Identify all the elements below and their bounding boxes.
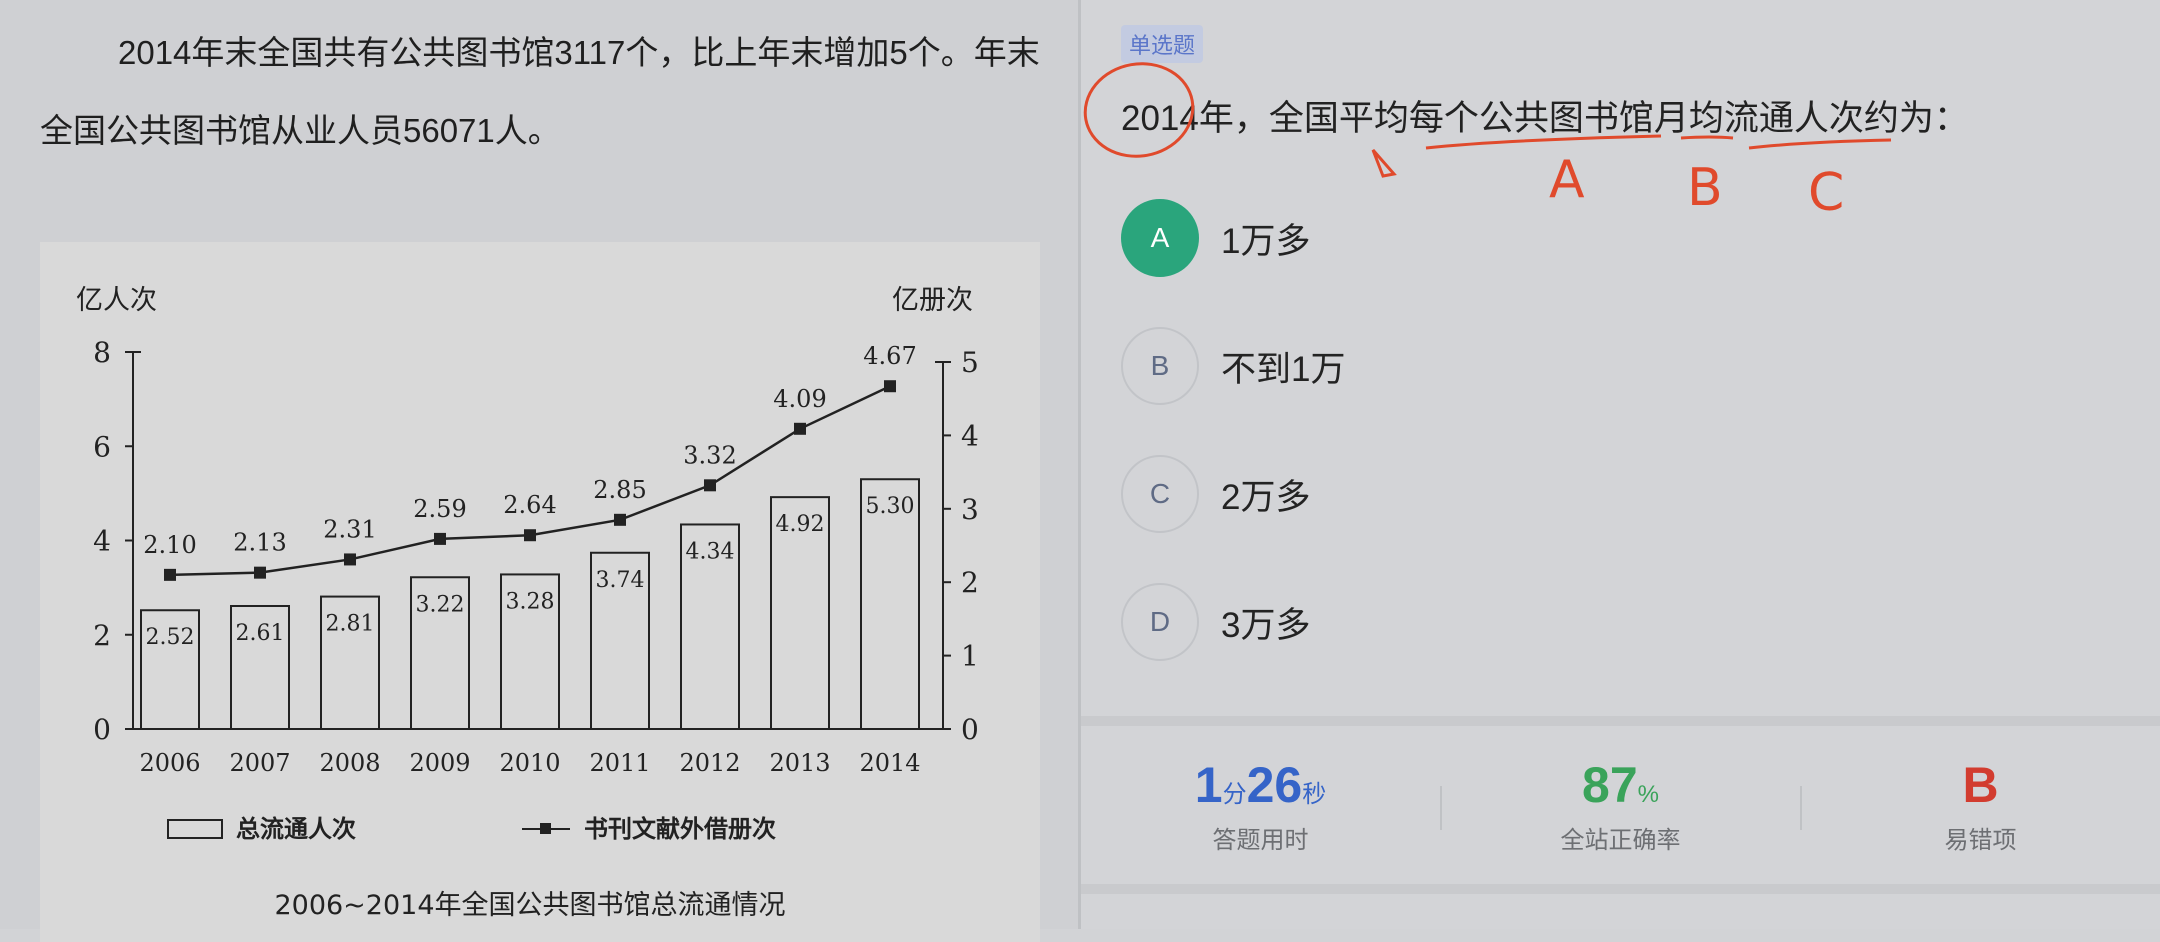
option-a-text: 1万多 — [1221, 213, 1310, 264]
answer-stats: 1分26秒 答题用时 87% 全站正确率 B 易错项 — [1081, 726, 2160, 884]
option-d[interactable]: D 3万多 — [1121, 581, 1821, 663]
material-pane: 2014年末全国共有公共图书馆3117个，比上年末增加5个。年末全国公共图书馆从… — [0, 0, 1078, 929]
time-seconds: 26 — [1247, 757, 1303, 813]
y-left-tick-label: 2 — [93, 619, 111, 652]
option-d-text: 3万多 — [1221, 597, 1310, 648]
x-tick-label: 2006 — [139, 749, 200, 777]
annotation-triangle — [1373, 150, 1394, 176]
bar-value-label: 4.92 — [776, 512, 825, 537]
line-value-label: 2.85 — [593, 476, 646, 504]
wrong-option-value: B — [1962, 757, 1998, 813]
line-point — [614, 514, 626, 526]
y-left-tick-label: 4 — [93, 525, 111, 558]
wrong-option-label: 易错项 — [1801, 820, 2160, 855]
time-minutes: 1 — [1195, 757, 1223, 813]
accuracy-value: 87 — [1582, 757, 1638, 813]
x-tick-label: 2008 — [319, 749, 380, 777]
x-tick-label: 2009 — [409, 749, 470, 777]
annotation-underline-a — [1426, 136, 1661, 148]
x-tick-label: 2010 — [499, 749, 560, 777]
legend-line-marker — [540, 823, 551, 834]
option-b-circle: B — [1121, 327, 1199, 405]
x-tick-label: 2013 — [769, 749, 830, 777]
line-point — [524, 529, 536, 541]
y-left-tick-label: 0 — [93, 713, 111, 746]
chart-title: 2006~2014年全国公共图书馆总流通情况 — [274, 890, 785, 921]
annotation-underline-b — [1681, 137, 1733, 138]
stat-accuracy: 87% 全站正确率 — [1441, 756, 1800, 855]
stat-wrong-option: B 易错项 — [1801, 756, 2160, 855]
legend-bar-label: 总流通人次 — [236, 815, 356, 843]
x-tick-label: 2007 — [229, 749, 290, 777]
line-point — [254, 567, 266, 579]
accuracy-unit: % — [1638, 781, 1659, 808]
y-right-tick-label: 0 — [961, 713, 979, 746]
x-tick-label: 2012 — [679, 749, 740, 777]
y-right-tick-label: 1 — [961, 640, 979, 673]
stat-time: 1分26秒 答题用时 — [1081, 756, 1440, 855]
option-c[interactable]: C 2万多 — [1121, 453, 1821, 535]
x-tick-label: 2014 — [859, 749, 920, 777]
option-c-circle: C — [1121, 455, 1199, 533]
line-point — [794, 423, 806, 435]
line-point — [704, 479, 716, 491]
bar-value-label: 5.30 — [866, 494, 915, 519]
bar-value-label: 3.22 — [416, 592, 465, 617]
line-value-label: 2.59 — [413, 495, 466, 523]
question-pane: 单选题 2014年，全国平均每个公共图书馆月均流通人次约为： A B C A 1… — [1081, 0, 2160, 929]
y-left-tick-label: 6 — [93, 430, 111, 463]
line-point — [344, 553, 356, 565]
section-separator — [1081, 716, 2160, 726]
time-sec-unit: 秒 — [1302, 781, 1326, 808]
y-right-tick-label: 5 — [961, 346, 979, 379]
line-point — [884, 380, 896, 392]
handwritten-annotations: A B C — [1081, 0, 2160, 230]
bar-value-label: 2.61 — [236, 621, 285, 646]
chart-card: 亿人次 亿册次 2006~2014年全国公共图书馆总流通情况 0 2 4 6 8 0 1 2 3… — [40, 242, 1040, 942]
line-value-label: 4.09 — [773, 385, 826, 413]
library-circulation-chart: 亿人次 亿册次 2006~2014年全国公共图书馆总流通情况 0 2 4 6 8 0 1 2 3… — [40, 242, 1040, 942]
option-d-circle: D — [1121, 583, 1199, 661]
option-c-text: 2万多 — [1221, 469, 1310, 520]
legend-bar-swatch — [168, 820, 222, 838]
bar-value-label: 4.34 — [686, 539, 735, 564]
option-b[interactable]: B 不到1万 — [1121, 325, 1821, 407]
line-point — [434, 533, 446, 545]
y-right-tick-label: 3 — [961, 493, 979, 526]
passage-text: 2014年末全国共有公共图书馆3117个，比上年末增加5个。年末全国公共图书馆从… — [40, 14, 1050, 170]
option-b-text: 不到1万 — [1221, 341, 1345, 392]
line-value-label: 2.13 — [233, 529, 286, 557]
chart-ylabel-right: 亿册次 — [892, 285, 973, 316]
passage-body: 2014年末全国共有公共图书馆3117个，比上年末增加5个。年末全国公共图书馆从… — [40, 34, 1040, 149]
line-value-label: 2.10 — [143, 531, 196, 559]
bar-value-label: 3.74 — [596, 568, 645, 593]
line-point — [164, 569, 176, 581]
x-tick-label: 2011 — [589, 749, 650, 777]
option-a-circle: A — [1121, 199, 1199, 277]
y-right-tick-label: 4 — [961, 419, 979, 452]
bar-value-label: 3.28 — [506, 589, 555, 614]
option-a[interactable]: A 1万多 — [1121, 197, 1821, 279]
chart-ylabel-left: 亿人次 — [76, 285, 157, 316]
y-right-tick-label: 2 — [961, 566, 979, 599]
annotation-underline-c — [1749, 140, 1891, 148]
legend-line-label: 书刊文献外借册次 — [584, 815, 776, 843]
time-label: 答题用时 — [1081, 820, 1440, 855]
bar-value-label: 2.81 — [326, 612, 375, 637]
bar-value-label: 2.52 — [146, 625, 195, 650]
line-value-label: 2.64 — [503, 491, 556, 519]
bottom-separator — [1081, 884, 2160, 894]
line-value-label: 4.67 — [863, 342, 916, 370]
accuracy-label: 全站正确率 — [1441, 820, 1800, 855]
time-min-unit: 分 — [1223, 781, 1247, 808]
y-left-tick-label: 8 — [93, 336, 111, 369]
line-value-label: 3.32 — [683, 441, 736, 469]
line-value-label: 2.31 — [323, 515, 376, 543]
annotation-circle — [1081, 55, 1200, 164]
